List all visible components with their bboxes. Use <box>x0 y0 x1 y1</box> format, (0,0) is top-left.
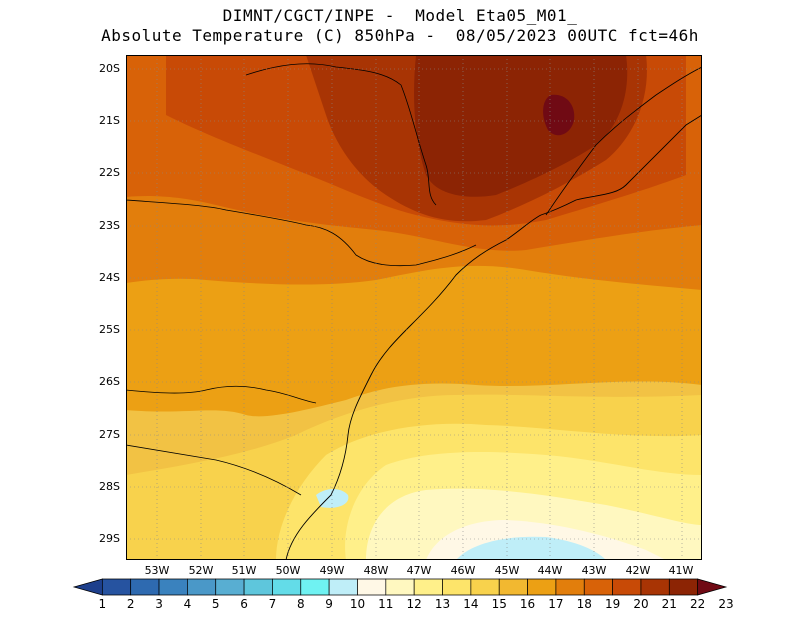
colorbar-label: 14 <box>463 597 479 611</box>
colorbar-label: 17 <box>548 597 564 611</box>
state-border-1 <box>126 199 477 267</box>
colorbar <box>72 578 728 596</box>
lat-label: 29S <box>99 532 120 545</box>
map-title-line-1: DIMNT/CGCT/INPE - Model Eta05_M01_ <box>222 6 578 25</box>
lon-label: 49W <box>319 564 345 577</box>
colorbar-label: 18 <box>576 597 592 611</box>
colorbar-label: 21 <box>661 597 677 611</box>
lon-label: 51W <box>231 564 257 577</box>
colorbar-swatch <box>328 578 358 596</box>
lat-label: 27S <box>99 428 120 441</box>
colorbar-swatch <box>385 578 415 596</box>
map-title-line-2: Absolute Temperature (C) 850hPa - 08/05/… <box>101 26 699 45</box>
colorbar-swatch <box>300 578 330 596</box>
colorbar-label: 19 <box>604 597 621 611</box>
field-cool-patch <box>456 536 606 560</box>
colorbar-swatch <box>612 578 642 596</box>
colorbar-label: 13 <box>434 597 451 611</box>
colorbar-swatch <box>442 578 472 596</box>
colorbar-label: 15 <box>491 597 507 611</box>
lon-label: 52W <box>188 564 214 577</box>
colorbar-swatch <box>158 578 188 596</box>
colorbar-label: 23 <box>718 597 734 611</box>
colorbar-swatch <box>498 578 528 596</box>
state-border-4 <box>245 63 437 206</box>
lat-label: 21S <box>99 114 120 127</box>
temperature-map <box>126 55 702 560</box>
colorbar-label: 16 <box>519 597 536 611</box>
lon-label: 42W <box>625 564 651 577</box>
lat-label: 22S <box>99 166 120 179</box>
lon-label: 45W <box>494 564 520 577</box>
lon-label: 44W <box>537 564 563 577</box>
lon-label: 48W <box>363 564 389 577</box>
colorbar-label: 6 <box>240 597 248 611</box>
lat-label: 23S <box>99 219 120 232</box>
lon-label: 50W <box>275 564 301 577</box>
lon-label: 46W <box>450 564 476 577</box>
colorbar-label: 7 <box>268 597 277 611</box>
state-border-3 <box>126 444 302 496</box>
lat-label: 24S <box>99 271 120 284</box>
colorbar-swatch <box>357 578 387 596</box>
colorbar-swatch <box>215 578 245 596</box>
colorbar-swatch <box>130 578 160 596</box>
colorbar-swatch <box>243 578 273 596</box>
colorbar-swatch <box>640 578 670 596</box>
field-23c <box>543 94 575 136</box>
colorbar-swatch <box>668 578 699 596</box>
colorbar-swatch <box>583 578 613 596</box>
lon-label: 43W <box>581 564 607 577</box>
coastline <box>285 114 702 560</box>
colorbar-swatch <box>555 578 585 596</box>
colorbar-swatch <box>187 578 217 596</box>
colorbar-label: 20 <box>633 597 649 611</box>
colorbar-label: 9 <box>325 597 333 611</box>
state-border-5 <box>545 66 702 216</box>
lat-label: 26S <box>99 375 120 388</box>
colorbar-label: 12 <box>406 597 422 611</box>
colorbar-swatch <box>470 578 500 596</box>
field-cool-patch-2 <box>316 489 349 508</box>
colorbar-swatch <box>697 578 728 596</box>
colorbar-label: 5 <box>211 597 220 611</box>
colorbar-swatch <box>101 578 132 596</box>
colorbar-label: 22 <box>690 597 706 611</box>
colorbar-swatch <box>272 578 302 596</box>
colorbar-label: 2 <box>126 597 135 611</box>
lat-label: 25S <box>99 323 120 336</box>
colorbar-label: 8 <box>296 597 305 611</box>
lon-label: 41W <box>668 564 694 577</box>
lon-label: 53W <box>144 564 170 577</box>
colorbar-swatch <box>72 578 103 596</box>
colorbar-label: 4 <box>183 597 192 611</box>
colorbar-label: 3 <box>155 597 163 611</box>
lon-label: 47W <box>406 564 432 577</box>
state-border-2 <box>126 385 317 404</box>
colorbar-label: 11 <box>378 597 394 611</box>
colorbar-swatch <box>413 578 443 596</box>
colorbar-swatch <box>527 578 557 596</box>
field-22c <box>414 55 628 197</box>
lat-label: 28S <box>99 480 120 493</box>
lat-label: 20S <box>99 62 120 75</box>
colorbar-label: 1 <box>98 597 107 611</box>
colorbar-label: 10 <box>349 597 366 611</box>
